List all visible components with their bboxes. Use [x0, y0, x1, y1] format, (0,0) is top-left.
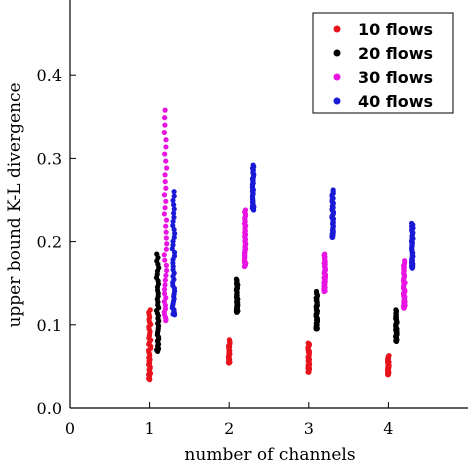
legend: 10 flows 20 flows 30 flows 40 flows — [312, 12, 454, 114]
data-point-3-1-40 — [162, 107, 168, 113]
data-point-3-2-40 — [242, 207, 249, 213]
data-point-3-1-28 — [161, 192, 168, 198]
data-point-3-1-38 — [162, 122, 168, 128]
data-point-3-1-33 — [163, 158, 169, 164]
data-point-3-1-24 — [163, 217, 170, 223]
data-point-3-1-12 — [162, 282, 168, 288]
data-point-4-2-40 — [250, 162, 256, 168]
data-point-4-1-40 — [171, 189, 177, 195]
data-point-3-1-29 — [163, 185, 169, 191]
legend-label: 40 flows — [358, 92, 433, 111]
x-tick-label: 1 — [145, 419, 155, 438]
data-point-3-1-35 — [163, 144, 169, 150]
x-axis-title: number of channels — [184, 445, 355, 465]
data-point-3-1-22 — [163, 229, 169, 235]
data-point-4-1-38 — [170, 197, 176, 204]
data-point-1-3-40 — [305, 340, 311, 346]
data-point-4-1-29 — [171, 234, 177, 240]
data-point-4-1-32 — [170, 222, 176, 229]
data-point-4-1-35 — [171, 210, 177, 216]
data-point-3-1-21 — [163, 235, 169, 241]
data-point-3-1-17 — [162, 257, 168, 263]
data-points — [145, 107, 416, 383]
x-tick-label: 0 — [65, 419, 75, 438]
data-point-4-1-27 — [170, 242, 176, 248]
data-point-4-1-39 — [171, 193, 177, 199]
data-point-4-1-37 — [171, 202, 177, 208]
data-point-4-1-33 — [170, 218, 176, 225]
legend-label: 20 flows — [358, 44, 433, 63]
data-point-3-1-16 — [163, 262, 170, 268]
data-point-3-1-11 — [161, 286, 168, 292]
data-point-1-2-40 — [226, 337, 233, 343]
y-tick-label: 0.3 — [37, 149, 62, 168]
data-point-3-1-26 — [162, 205, 168, 211]
data-point-3-1-37 — [161, 129, 167, 136]
data-point-3-1-25 — [161, 211, 167, 217]
legend-label: 30 flows — [358, 68, 433, 87]
data-point-3-1-14 — [163, 272, 169, 279]
data-point-1-1-40 — [147, 307, 153, 313]
data-point-3-1-34 — [162, 151, 168, 157]
data-point-2-4-40 — [393, 307, 399, 313]
legend-marker — [333, 73, 341, 81]
data-point-3-4-40 — [402, 258, 408, 264]
data-point-1-4-40 — [386, 352, 392, 359]
data-point-2-1-40 — [154, 251, 160, 257]
y-axis-title-group: upper bound K-L divergence — [5, 82, 25, 327]
data-point-3-1-19 — [163, 246, 169, 252]
data-point-3-1-23 — [163, 223, 169, 229]
data-point-3-1-9 — [163, 295, 169, 301]
y-tick-label: 0.5 — [37, 0, 62, 2]
data-point-4-1-31 — [171, 226, 177, 233]
data-point-3-1-15 — [164, 267, 170, 274]
data-point-2-3-40 — [313, 288, 320, 295]
data-point-3-1-32 — [163, 165, 170, 171]
data-point-4-1-36 — [171, 206, 177, 212]
legend-marker — [333, 97, 341, 105]
y-tick-label: 0.1 — [37, 316, 62, 335]
data-point-4-1-24 — [171, 253, 178, 259]
data-point-2-2-40 — [233, 276, 240, 282]
data-point-3-1-18 — [161, 252, 167, 258]
axes — [69, 0, 468, 409]
data-point-3-1-13 — [162, 277, 168, 283]
x-tick-label: 4 — [383, 419, 393, 438]
data-point-3-1-30 — [162, 179, 168, 185]
data-point-3-1-27 — [163, 198, 169, 204]
data-point-3-1-39 — [162, 115, 168, 121]
legend-label: 10 flows — [358, 20, 433, 39]
data-point-3-1-10 — [161, 291, 168, 297]
ticks: 0 1 2 3 4 0.0 0.1 0.2 0.3 0.4 0.5 — [37, 0, 394, 438]
data-point-3-1-20 — [164, 241, 170, 247]
legend-marker — [333, 49, 341, 57]
y-tick-label: 0.4 — [37, 66, 62, 85]
data-point-3-1-8 — [161, 299, 167, 305]
data-point-4-1-34 — [171, 214, 177, 220]
data-point-3-1-31 — [162, 172, 168, 178]
x-tick-label: 3 — [304, 419, 314, 438]
legend-marker — [333, 25, 341, 33]
data-point-4-3-40 — [330, 187, 336, 193]
y-tick-label: 0.0 — [37, 399, 62, 418]
data-point-3-1-36 — [163, 137, 169, 143]
x-tick-label: 2 — [224, 419, 234, 438]
y-axis-title: upper bound K-L divergence — [5, 82, 25, 327]
data-point-4-4-40 — [408, 220, 415, 226]
data-point-3-3-40 — [322, 251, 328, 257]
y-tick-label: 0.2 — [37, 233, 62, 252]
data-point-4-1-30 — [172, 230, 178, 237]
